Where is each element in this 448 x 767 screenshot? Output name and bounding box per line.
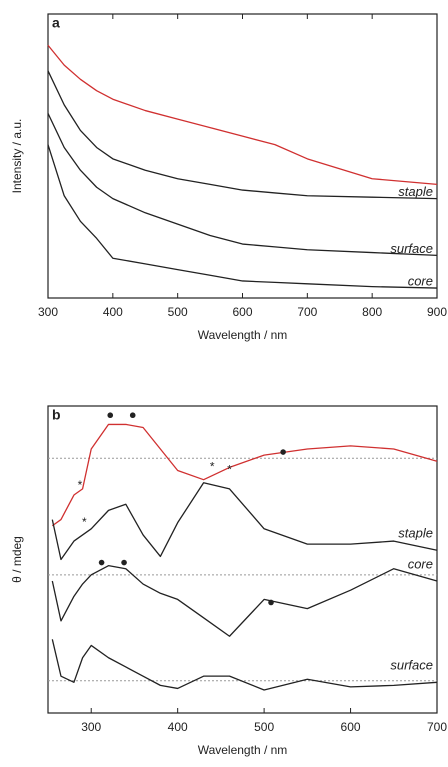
x-tick-label: 600 (232, 305, 252, 319)
y-axis-title: θ / mdeg (10, 536, 24, 583)
x-tick-label: 300 (38, 305, 58, 319)
asterisk: * (78, 478, 83, 492)
dot-marker (98, 559, 105, 566)
series-label: core (408, 556, 433, 571)
spectrum-line (51, 564, 438, 637)
dot-marker (107, 412, 114, 419)
series-label: surface (390, 658, 433, 673)
spectrum-line (47, 70, 438, 200)
x-tick-label: 700 (297, 305, 317, 319)
x-axis-title: Wavelength / nm (198, 743, 288, 757)
panel-label: a (52, 15, 60, 31)
spectrum-line (47, 44, 438, 186)
spectrum-line (47, 144, 438, 289)
spectrum-line (51, 482, 438, 561)
x-tick-label: 400 (168, 720, 188, 734)
asterisk: * (210, 460, 215, 474)
spectrum-line (51, 423, 438, 527)
x-tick-label: 300 (81, 720, 101, 734)
x-tick-label: 400 (103, 305, 123, 319)
dot-marker (268, 599, 274, 606)
dot-marker (280, 449, 286, 455)
x-tick-label: 600 (341, 720, 361, 734)
x-tick-label: 500 (254, 720, 274, 734)
asterisk: * (82, 515, 87, 529)
series-label: staple (398, 526, 433, 541)
spectrum-line (51, 639, 438, 691)
spectrum-line (47, 113, 438, 257)
plot-frame (47, 405, 438, 714)
x-axis-title: Wavelength / nm (198, 328, 288, 342)
x-tick-label: 500 (168, 305, 188, 319)
x-tick-label: 900 (427, 305, 447, 319)
x-tick-label: 700 (427, 720, 447, 734)
series-label: core (408, 273, 433, 288)
asterisk: * (227, 463, 232, 477)
panel-label: b (52, 407, 61, 423)
series-label: surface (390, 241, 433, 256)
dot-marker (121, 559, 127, 566)
dot-marker (129, 412, 136, 419)
y-axis-title: Intensity / a.u. (10, 119, 24, 194)
plot-frame (47, 13, 438, 299)
series-label: staple (398, 184, 433, 199)
x-tick-label: 800 (362, 305, 382, 319)
